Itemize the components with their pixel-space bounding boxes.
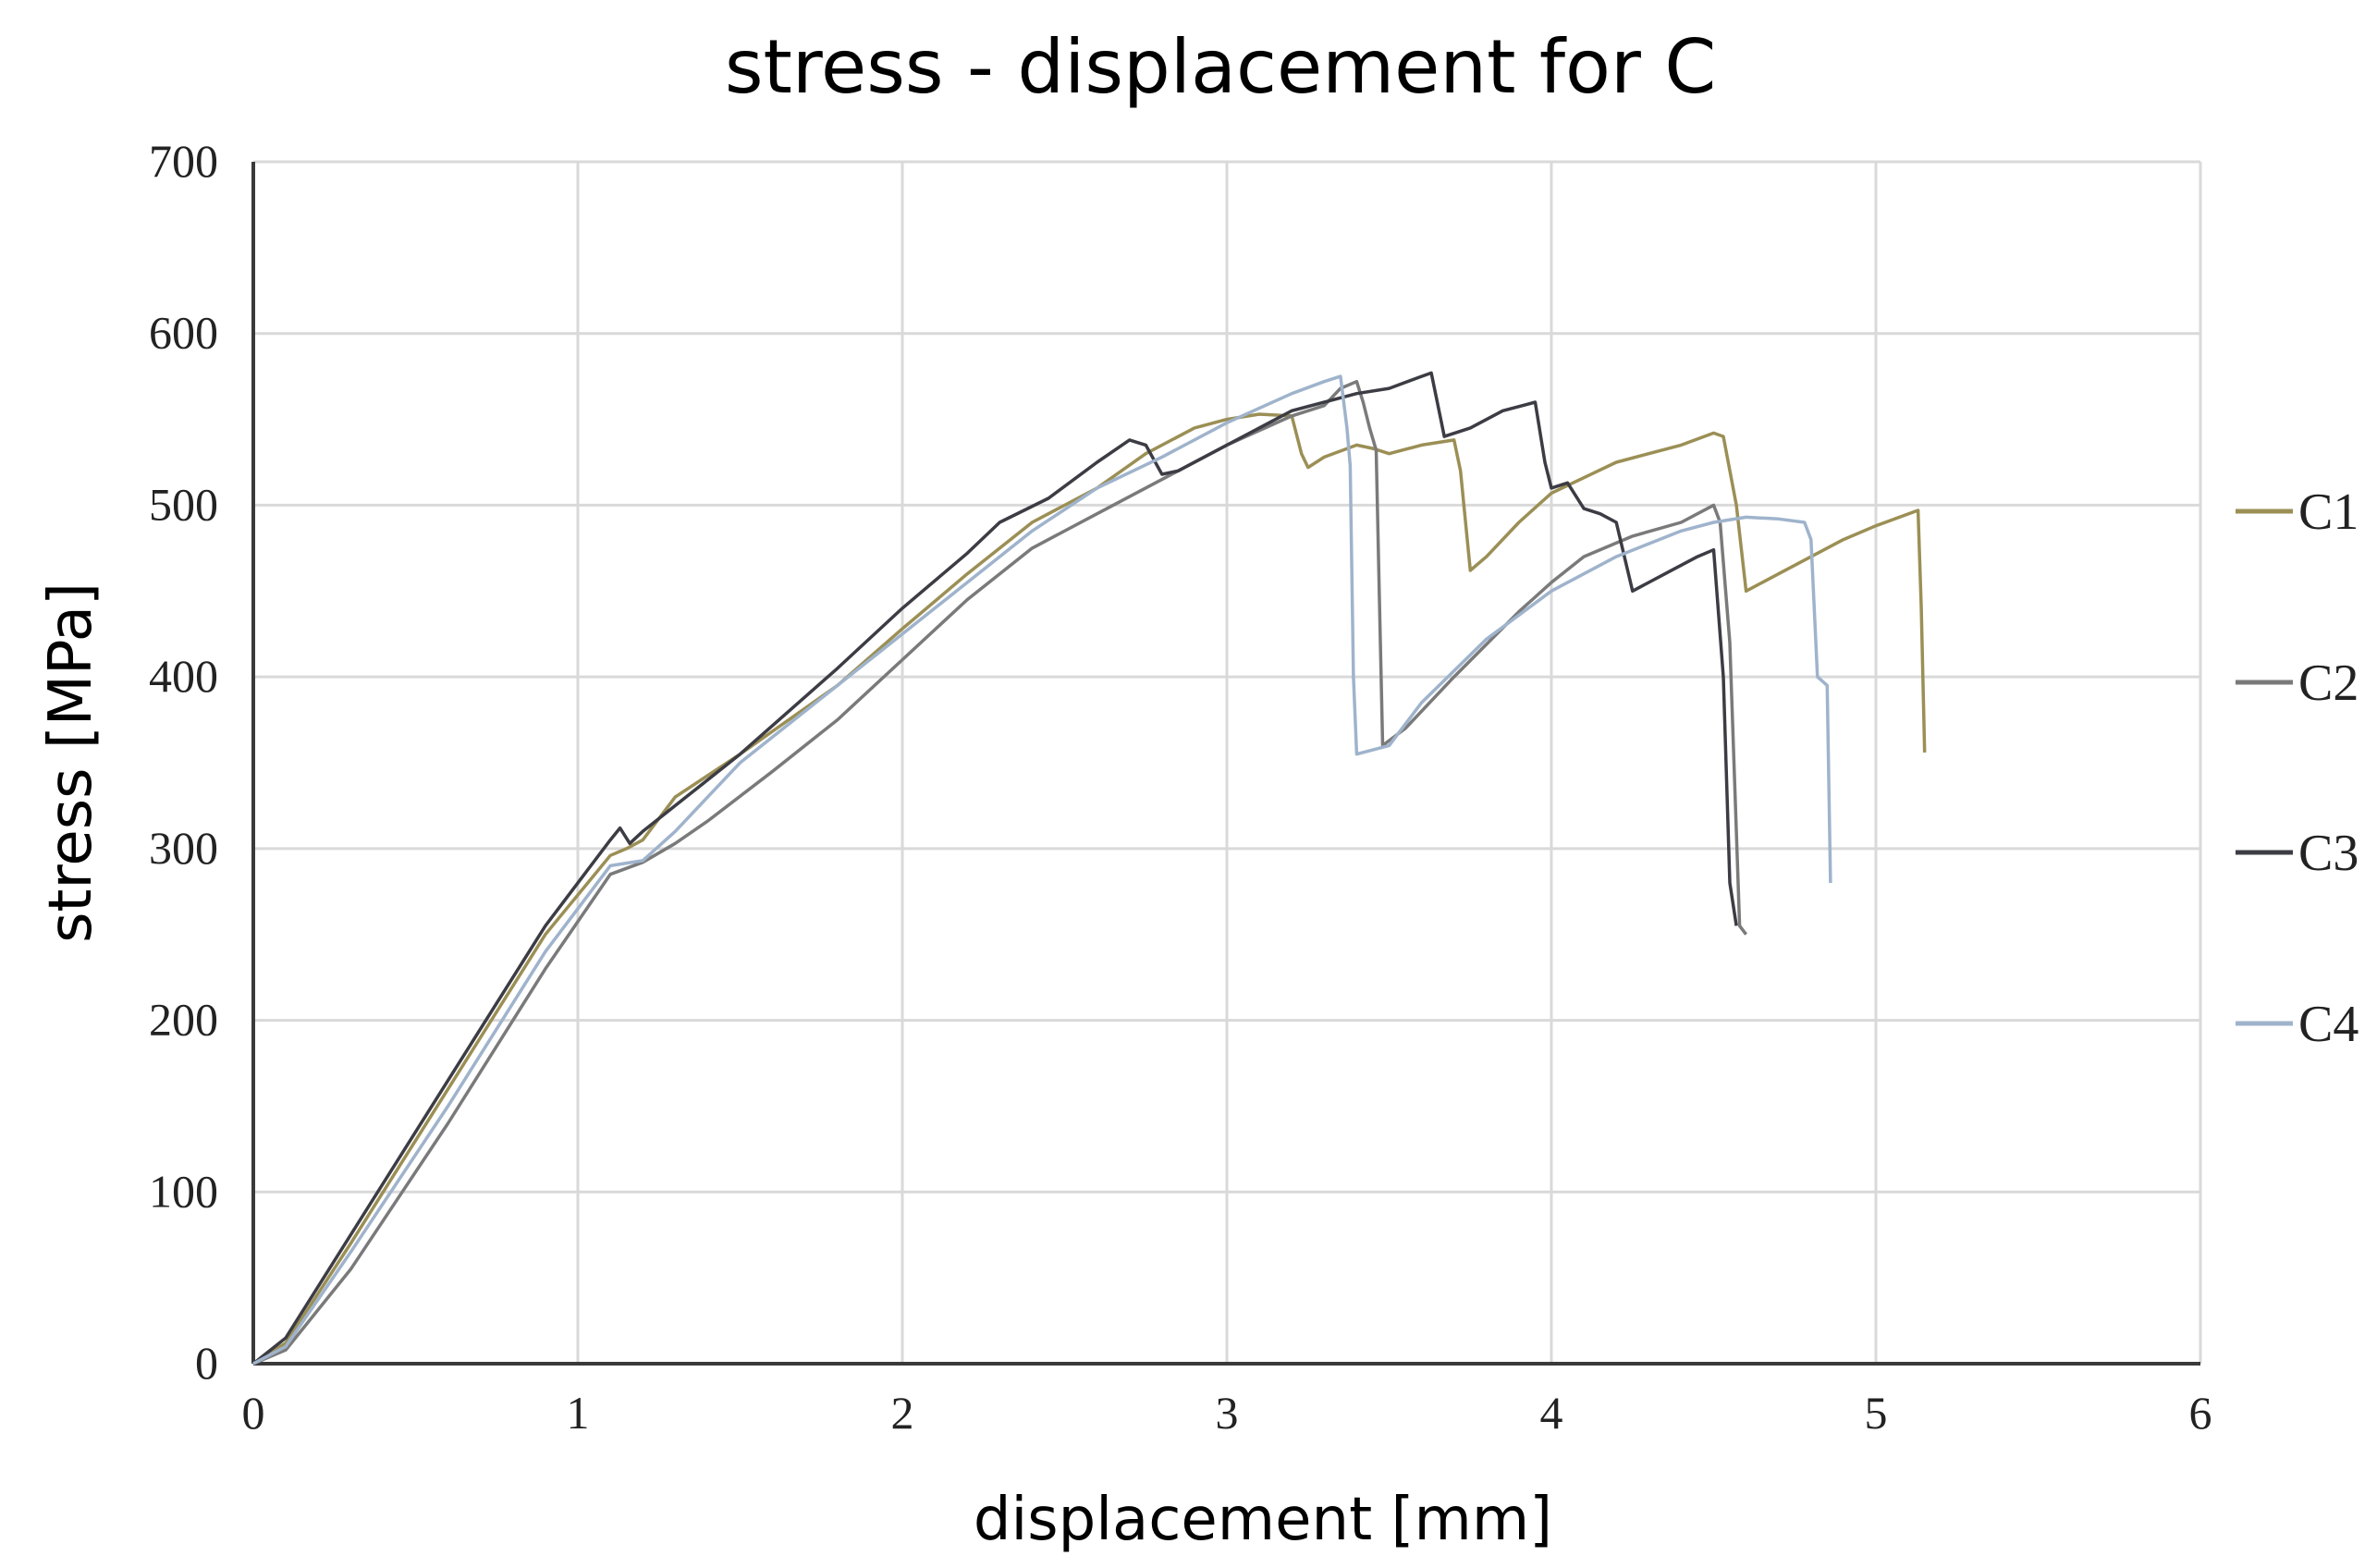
y-tick-label: 400 (149, 650, 218, 702)
x-tick-label: 0 (242, 1387, 265, 1439)
x-tick-label: 4 (1540, 1387, 1563, 1439)
series-line-c1 (253, 414, 1925, 1364)
series-line-c2 (253, 382, 1746, 1364)
x-tick-label: 3 (1216, 1387, 1239, 1439)
legend: C1 C2 C3 C4 (2236, 484, 2359, 1053)
y-tick-label: 500 (149, 478, 218, 530)
y-tick-label: 700 (149, 135, 218, 187)
series-layer (253, 373, 1925, 1364)
legend-label-c1: C1 (2298, 484, 2359, 541)
x-tick-label: 2 (891, 1387, 914, 1439)
y-tick-label: 100 (149, 1165, 218, 1217)
y-tick-label: 0 (195, 1337, 218, 1389)
y-tick-label: 300 (149, 822, 218, 874)
series-line-c3 (253, 373, 1736, 1364)
x-axis-label: displacement [mm] (974, 1486, 1552, 1554)
grid-layer (253, 162, 2200, 1364)
tick-layer: 0 100 200 300 400 500 600 700 0 1 2 3 4 5 6 (149, 135, 2212, 1439)
chart-title: stress - displacement for C (725, 24, 1716, 110)
y-axis-label: stress [MPa] (37, 582, 105, 943)
series-line-c4 (253, 376, 1831, 1364)
x-tick-label: 5 (1865, 1387, 1888, 1439)
y-tick-label: 200 (149, 994, 218, 1046)
legend-label-c2: C2 (2298, 655, 2359, 712)
y-tick-label: 600 (149, 307, 218, 359)
legend-label-c4: C4 (2298, 996, 2359, 1053)
legend-label-c3: C3 (2298, 825, 2359, 882)
x-tick-label: 6 (2189, 1387, 2212, 1439)
x-tick-label: 1 (567, 1387, 590, 1439)
